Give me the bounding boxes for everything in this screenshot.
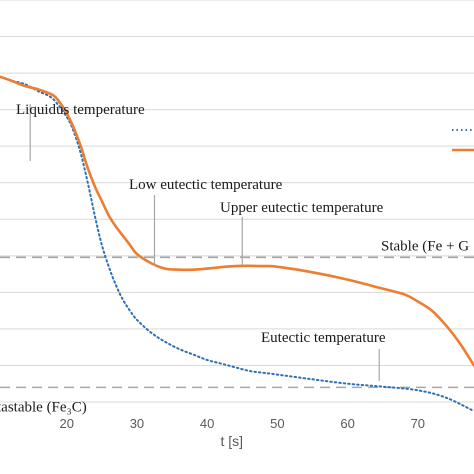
annotation-label: Eutectic temperature — [261, 330, 386, 346]
x-tick-label: 30 — [130, 416, 144, 431]
series-line-dotted — [0, 75, 474, 413]
annotation-markers — [29, 104, 380, 381]
annotations: Stable (Fe + G tastable (Fe₃C) Liquidus te… — [0, 102, 469, 415]
legend — [452, 129, 474, 152]
x-tick-labels: 20 30 40 50 60 70 — [59, 416, 425, 431]
x-tick-label: 60 — [340, 416, 354, 431]
annotation-label: Liquidus temperature — [16, 102, 145, 118]
reference-line-label: Stable (Fe + G — [381, 238, 469, 254]
x-axis-title: t [s] — [220, 433, 243, 449]
x-tick-label: 50 — [270, 416, 284, 431]
series-line-solid — [0, 75, 474, 367]
x-tick-label: 70 — [411, 416, 425, 431]
x-tick-label: 20 — [59, 416, 73, 431]
series-lines — [0, 75, 474, 413]
x-tick-label: 40 — [200, 416, 214, 431]
reference-line-label: tastable (Fe₃C) — [0, 399, 87, 415]
annotation-label: Upper eutectic temperature — [220, 200, 384, 216]
annotation-label: Low eutectic temperature — [129, 177, 283, 193]
